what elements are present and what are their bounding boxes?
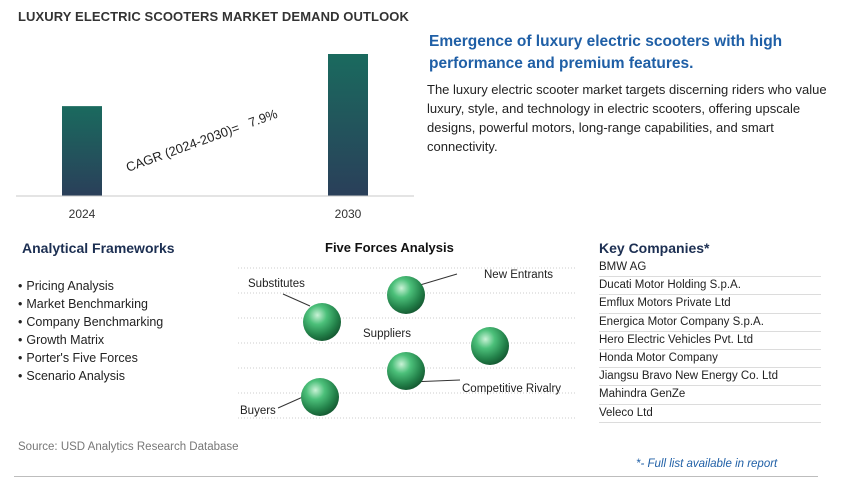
list-item: Growth Matrix — [18, 331, 163, 349]
label-buyers: Buyers — [240, 405, 276, 417]
description: The luxury electric scooter market targe… — [427, 82, 827, 154]
label-suppliers: Suppliers — [363, 328, 411, 340]
list-item: Emflux Motors Private Ltd — [599, 295, 821, 314]
frameworks-title: Analytical Frameworks — [22, 240, 175, 256]
headline: Emergence of luxury electric scooters wi… — [429, 33, 783, 72]
list-item: Pricing Analysis — [18, 277, 163, 295]
key-companies-list: BMW AG Ducati Motor Holding S.p.A. Emflu… — [599, 259, 821, 423]
cagr-annotation: CAGR (2024-2030)= 7.9% — [124, 106, 280, 175]
list-item: Energica Motor Company S.p.A. — [599, 314, 821, 332]
sphere-buyers — [301, 378, 339, 416]
frameworks-list: Pricing Analysis Market Benchmarking Com… — [18, 277, 163, 385]
bar-chart: 2024 2030 CAGR (2024-2030)= 7.9% — [16, 54, 414, 221]
list-item: Hero Electric Vehicles Pvt. Ltd — [599, 332, 821, 351]
bar-2030 — [328, 54, 368, 196]
bottom-divider — [14, 476, 818, 477]
sphere-new-entrants — [387, 276, 425, 314]
x-tick-label-2030: 2030 — [335, 207, 362, 221]
list-item: Veleco Ltd — [599, 405, 821, 423]
five-forces-diagram: Substitutes New Entrants Suppliers Compe… — [238, 267, 575, 419]
list-item: Honda Motor Company — [599, 350, 821, 369]
list-item: Mahindra GenZe — [599, 386, 821, 405]
page-title: LUXURY ELECTRIC SCOOTERS MARKET DEMAND O… — [18, 9, 409, 24]
list-item: Jiangsu Bravo New Energy Co. Ltd — [599, 368, 821, 387]
sphere-substitutes — [303, 303, 341, 341]
sphere-suppliers — [387, 352, 425, 390]
label-new-entrants: New Entrants — [484, 269, 553, 281]
five-forces-title: Five Forces Analysis — [325, 240, 454, 255]
list-item: Company Benchmarking — [18, 313, 163, 331]
sphere-competitive-rivalry — [471, 327, 509, 365]
source-note: Source: USD Analytics Research Database — [18, 441, 239, 453]
list-item: BMW AG — [599, 259, 821, 278]
label-substitutes: Substitutes — [248, 278, 305, 290]
footnote: *- Full list available in report — [636, 458, 778, 470]
label-competitive-rivalry: Competitive Rivalry — [462, 383, 561, 395]
x-tick-label-2024: 2024 — [69, 207, 96, 221]
list-item: Porter's Five Forces — [18, 349, 163, 367]
key-companies-title: Key Companies* — [599, 240, 710, 256]
list-item: Market Benchmarking — [18, 295, 163, 313]
bar-2024 — [62, 106, 102, 196]
list-item: Scenario Analysis — [18, 367, 163, 385]
list-item: Ducati Motor Holding S.p.A. — [599, 277, 821, 296]
